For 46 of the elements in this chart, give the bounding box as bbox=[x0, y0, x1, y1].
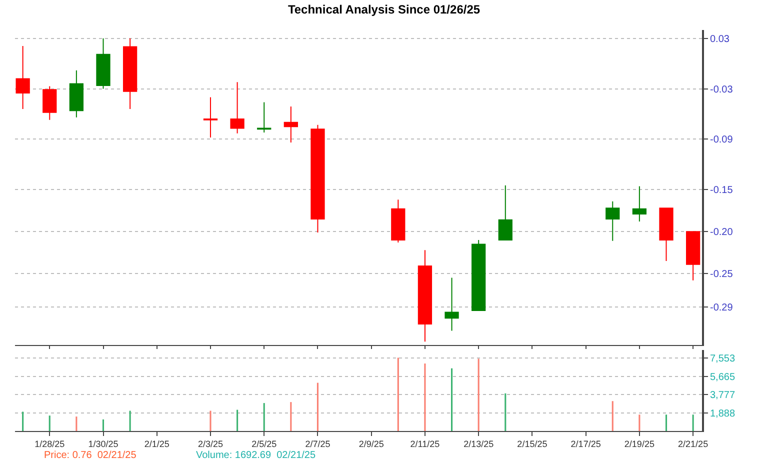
candlestick bbox=[284, 106, 298, 144]
chart-title: Technical Analysis Since 01/26/25 bbox=[288, 2, 480, 17]
y-tick-label: 1,888 bbox=[710, 408, 736, 420]
x-tick-label: 2/19/25 bbox=[624, 438, 654, 449]
x-tick-label: 1/30/25 bbox=[88, 438, 118, 449]
candlestick bbox=[257, 102, 272, 133]
y-tick-label: -0.15 bbox=[710, 185, 734, 196]
x-tick-label: 2/5/25 bbox=[252, 438, 277, 449]
y-tick-label: 7,553 bbox=[710, 354, 736, 365]
y-tick-label: 5,665 bbox=[710, 372, 736, 383]
x-tick-label: 2/21/25 bbox=[678, 438, 708, 449]
text: Price: 0.76 02/21/25 bbox=[44, 450, 137, 461]
candlestick bbox=[444, 277, 459, 332]
y-tick-label: 0.03 bbox=[710, 34, 730, 45]
candlestick bbox=[418, 250, 432, 342]
y-tick-label: -0.09 bbox=[710, 134, 734, 146]
x-tick-label: 2/17/25 bbox=[570, 438, 601, 449]
y-tick-label: 3,777 bbox=[710, 390, 736, 402]
candlestick bbox=[203, 96, 218, 138]
candlestick bbox=[606, 200, 620, 242]
candlestick bbox=[96, 38, 110, 90]
candlestick bbox=[310, 124, 325, 233]
x-tick-label: 2/13/25 bbox=[464, 438, 494, 449]
candlestick bbox=[472, 240, 486, 312]
x-tick-label: 2/1/25 bbox=[144, 438, 170, 449]
candlestick bbox=[391, 199, 406, 244]
candlestick bbox=[122, 38, 138, 110]
x-tick-label: 2/3/25 bbox=[198, 438, 224, 449]
x-tick-label: 1/28/25 bbox=[34, 438, 65, 449]
candlestick bbox=[16, 45, 30, 110]
y-tick-label: -0.03 bbox=[710, 84, 734, 96]
y-tick-label: -0.29 bbox=[710, 302, 734, 314]
candlestick bbox=[69, 70, 84, 118]
candlestick bbox=[659, 208, 674, 262]
y-tick-label: -0.20 bbox=[710, 227, 734, 238]
x-tick-label: 2/15/25 bbox=[517, 438, 548, 449]
candlestick bbox=[632, 186, 647, 222]
x-tick-label: 2/11/25 bbox=[410, 438, 440, 449]
candlestick bbox=[42, 86, 57, 120]
y-tick-label: -0.25 bbox=[710, 269, 734, 280]
text: Volume: 1692.69 02/21/25 bbox=[196, 450, 316, 461]
candlestick bbox=[686, 231, 700, 281]
x-tick-label: 2/7/25 bbox=[305, 438, 330, 449]
candlestick bbox=[230, 82, 244, 134]
candlestick bbox=[498, 184, 512, 240]
x-tick-label: 2/9/25 bbox=[358, 438, 384, 449]
